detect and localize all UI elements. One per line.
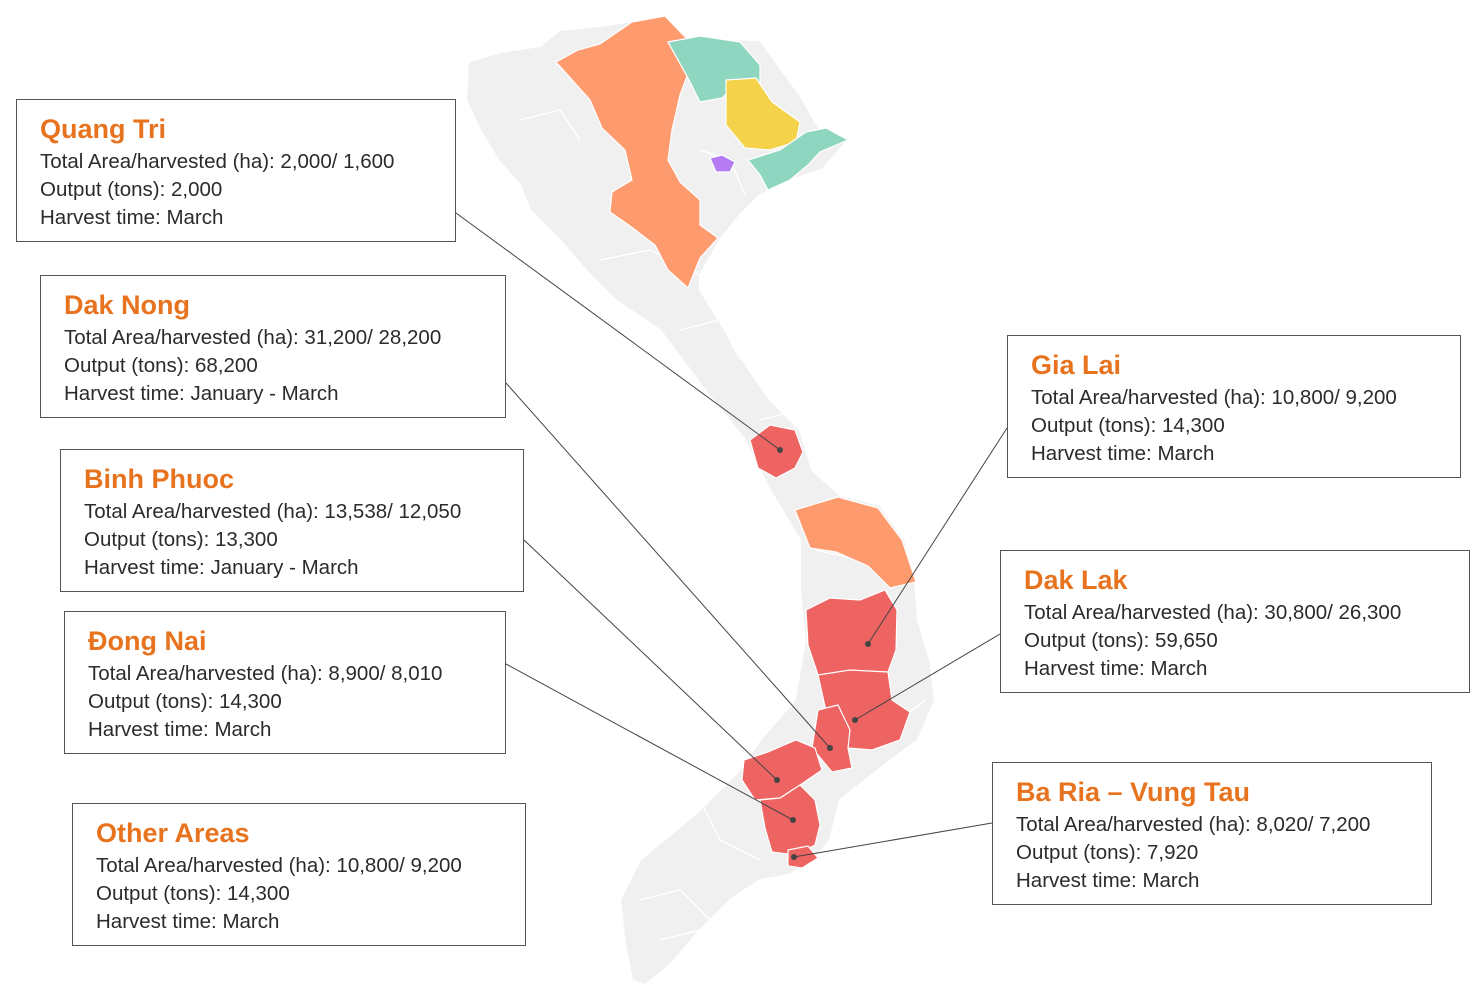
- border-line: [679, 319, 741, 361]
- output-line: Output (tons): 68,200: [64, 354, 258, 377]
- harvest-line: Harvest time: March: [96, 910, 280, 933]
- output-line: Output (tons): 14,300: [96, 882, 290, 905]
- info-box-quang-tri: Quang Tri Total Area/harvested (ha): 2,0…: [16, 99, 456, 242]
- info-box-gia-lai: Gia Lai Total Area/harvested (ha): 10,80…: [1007, 335, 1461, 478]
- info-box-ba-ria-vung-tau: Ba Ria – Vung Tau Total Area/harvested (…: [992, 762, 1432, 905]
- info-box-dak-nong: Dak Nong Total Area/harvested (ha): 31,2…: [40, 275, 506, 418]
- country-outline: [464, 14, 937, 987]
- leader-lines: [455, 212, 1008, 858]
- marker-dot-dak-lak: [852, 717, 858, 723]
- leader-dots: [774, 447, 871, 860]
- output-line: Output (tons): 14,300: [88, 690, 282, 713]
- marker-dot-gia-lai: [865, 641, 871, 647]
- area-line: Total Area/harvested (ha): 10,800/ 9,200: [96, 854, 462, 877]
- output-line: Output (tons): 59,650: [1024, 629, 1218, 652]
- area-line: Total Area/harvested (ha): 2,000/ 1,600: [40, 150, 395, 173]
- output-line: Output (tons): 14,300: [1031, 414, 1225, 437]
- marker-dot-dong-nai: [790, 817, 796, 823]
- area-line: Total Area/harvested (ha): 8,020/ 7,200: [1016, 813, 1371, 836]
- region-title: Ba Ria – Vung Tau: [1016, 777, 1251, 807]
- leader-line-dak-nong: [505, 382, 831, 749]
- marker-dot-quang-tri: [777, 447, 783, 453]
- purple-region: [709, 154, 736, 173]
- harvest-line: Harvest time: March: [1024, 657, 1208, 680]
- leader-line-binh-phuoc: [523, 539, 778, 781]
- area-line: Total Area/harvested (ha): 13,538/ 12,05…: [84, 500, 462, 523]
- area-line: Total Area/harvested (ha): 30,800/ 26,30…: [1024, 601, 1402, 624]
- harvest-line: Harvest time: January - March: [64, 382, 339, 405]
- region-title: Đong Nai: [88, 626, 207, 656]
- harvest-line: Harvest time: March: [1031, 442, 1215, 465]
- north-east-coast-teal-region: [746, 127, 850, 191]
- harvest-line: Harvest time: March: [40, 206, 224, 229]
- highlighted-regions: [555, 15, 917, 869]
- region-title: Quang Tri: [40, 114, 167, 144]
- harvest-line: Harvest time: January - March: [84, 556, 359, 579]
- border-line: [519, 109, 581, 141]
- marker-dot-ba-ria: [791, 854, 797, 860]
- leader-line-dak-lak: [854, 633, 1001, 721]
- area-line: Total Area/harvested (ha): 10,800/ 9,200: [1031, 386, 1397, 409]
- info-box-dong-nai: Đong Nai Total Area/harvested (ha): 8,90…: [64, 611, 506, 754]
- leader-line-ba-ria: [793, 822, 993, 858]
- binh-phuoc-region: [741, 739, 823, 801]
- info-box-other-areas: Other Areas Total Area/harvested (ha): 1…: [72, 803, 526, 946]
- border-line: [659, 929, 701, 941]
- info-box-binh-phuoc: Binh Phuoc Total Area/harvested (ha): 13…: [60, 449, 524, 592]
- output-line: Output (tons): 7,920: [1016, 841, 1199, 864]
- central-orange-region: [794, 496, 917, 589]
- region-title: Dak Lak: [1024, 565, 1128, 595]
- border-line: [759, 409, 813, 451]
- border-line: [699, 799, 761, 861]
- region-title: Binh Phuoc: [84, 464, 234, 494]
- leader-line-gia-lai: [867, 427, 1008, 645]
- marker-dot-binh-phuoc: [774, 777, 780, 783]
- marker-dot-dak-nong: [827, 745, 833, 751]
- gia-lai-region: [805, 589, 898, 676]
- region-title: Other Areas: [96, 818, 250, 848]
- region-title: Gia Lai: [1031, 350, 1122, 380]
- area-line: Total Area/harvested (ha): 31,200/ 28,20…: [64, 326, 442, 349]
- land-mass: [464, 14, 937, 987]
- area-line: Total Area/harvested (ha): 8,900/ 8,010: [88, 662, 443, 685]
- output-line: Output (tons): 13,300: [84, 528, 278, 551]
- region-title: Dak Nong: [64, 290, 191, 320]
- border-line: [639, 889, 711, 921]
- north-west-orange-region: [555, 15, 719, 290]
- output-line: Output (tons): 2,000: [40, 178, 223, 201]
- leader-line-dong-nai: [505, 663, 794, 821]
- leader-line-quang-tri: [455, 212, 781, 451]
- ba-ria-region: [787, 845, 819, 869]
- info-box-dak-lak: Dak Lak Total Area/harvested (ha): 30,80…: [1000, 550, 1470, 693]
- harvest-line: Harvest time: March: [1016, 869, 1200, 892]
- harvest-line: Harvest time: March: [88, 718, 272, 741]
